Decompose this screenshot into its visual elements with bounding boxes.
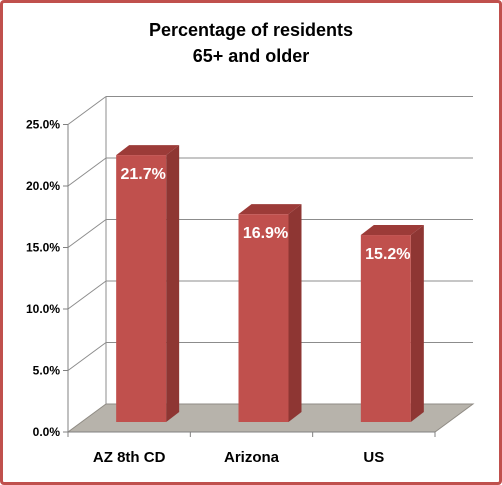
bar-front bbox=[238, 214, 289, 422]
y-tick-label: 0.0% bbox=[33, 425, 61, 439]
bar-top bbox=[360, 225, 424, 236]
bar-2 bbox=[238, 204, 302, 422]
data-label: 16.9% bbox=[243, 225, 288, 242]
bar-side bbox=[288, 204, 302, 422]
y-tick-label: 5.0% bbox=[33, 364, 61, 378]
category-label: Arizona bbox=[224, 449, 280, 466]
bar-3 bbox=[360, 225, 424, 422]
bar-1 bbox=[116, 145, 180, 422]
bar-top bbox=[238, 204, 302, 215]
gridline-depth bbox=[67, 157, 107, 187]
y-tick-label: 10.0% bbox=[26, 302, 60, 316]
bar-front bbox=[116, 155, 167, 422]
gridline-depth bbox=[67, 219, 107, 248]
y-tick-label: 25.0% bbox=[26, 118, 60, 132]
labels: 0.0% 5.0% 10.0% 15.0% 20.0% 25.0% 21.7% AZ 8th … bbox=[26, 118, 411, 467]
gridline-depth bbox=[67, 96, 107, 125]
bar-side bbox=[410, 225, 424, 422]
data-label: 21.7% bbox=[120, 166, 165, 183]
bar-top bbox=[116, 145, 180, 156]
category-label: AZ 8th CD bbox=[93, 449, 166, 466]
category-label: US bbox=[363, 449, 384, 466]
bars bbox=[116, 145, 424, 422]
bar-front bbox=[360, 235, 411, 422]
y-axis bbox=[63, 96, 436, 437]
gridline-depth bbox=[67, 342, 107, 371]
gridline-depth bbox=[67, 280, 107, 310]
y-tick-label: 20.0% bbox=[26, 179, 60, 193]
chart-title-line-1: Percentage of residents bbox=[148, 20, 354, 40]
data-label: 15.2% bbox=[365, 246, 410, 263]
chart-title: Percentage of residents 65+ and older bbox=[3, 17, 499, 69]
bar-side bbox=[166, 145, 180, 422]
y-tick-label: 15.0% bbox=[26, 241, 60, 255]
chart-title-line-2: 65+ and older bbox=[192, 46, 310, 66]
